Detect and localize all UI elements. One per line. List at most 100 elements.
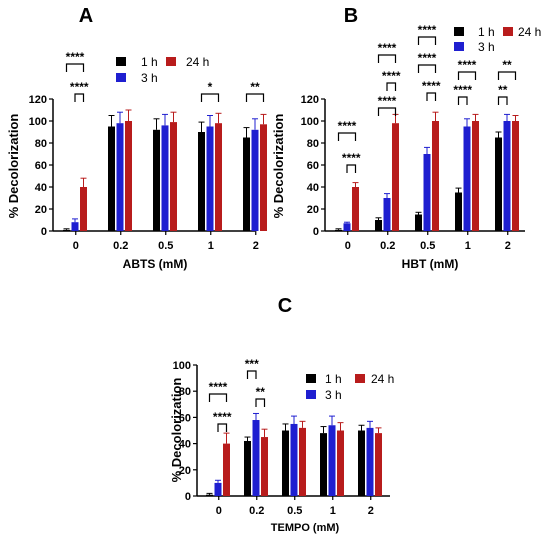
bar-3h <box>161 125 169 231</box>
bar-1h <box>63 229 70 231</box>
significance-bracket <box>65 63 85 72</box>
legend-label-3h: 3 h <box>478 40 495 54</box>
x-tick-label: 0 <box>345 240 351 252</box>
legend-swatch-1h <box>454 27 464 36</box>
bar-24h <box>261 437 268 496</box>
significance-label: ** <box>250 80 260 94</box>
bar-3h <box>383 198 391 231</box>
x-axis-title-c: TEMPO (mM) <box>271 522 340 534</box>
significance-bracket <box>426 92 437 101</box>
legend-swatch-24h <box>166 57 176 66</box>
significance-label: **** <box>338 119 357 133</box>
legend-label-24h: 24 h <box>186 55 209 69</box>
y-tick-label: 60 <box>307 160 319 172</box>
significance-bracket <box>457 96 468 105</box>
bar-24h <box>472 121 479 231</box>
y-tick-label: 80 <box>35 138 47 150</box>
y-tick-label: 100 <box>173 360 191 372</box>
bar-1h <box>375 220 382 231</box>
y-axis-title-c: % Decolorization <box>169 378 184 483</box>
significance-bracket <box>457 71 477 80</box>
bar-3h <box>343 223 351 231</box>
bar-24h <box>352 187 359 231</box>
significance-label: ** <box>256 385 266 399</box>
y-tick-label: 0 <box>313 226 319 238</box>
bar-3h <box>251 129 259 231</box>
y-axis-title-b: % Decolorization <box>271 114 286 219</box>
y-tick-label: 40 <box>307 182 319 194</box>
y-tick-label: 80 <box>307 138 319 150</box>
bar-3h <box>503 121 511 231</box>
panel-label-b: B <box>344 5 358 27</box>
x-tick-label: 2 <box>253 240 259 252</box>
significance-label: ** <box>502 58 512 72</box>
legend-label-1h: 1 h <box>325 372 342 386</box>
bar-1h <box>358 430 365 496</box>
bar-1h <box>455 192 462 231</box>
panel-label-c: C <box>278 295 292 317</box>
x-tick-label: 1 <box>330 505 336 517</box>
significance-bracket <box>497 71 517 80</box>
bar-1h <box>495 137 502 231</box>
legend-swatch-24h <box>355 374 365 383</box>
y-tick-label: 20 <box>35 204 47 216</box>
y-tick-label: 0 <box>185 491 191 503</box>
bar-1h <box>335 229 342 231</box>
bar-24h <box>299 427 306 496</box>
legend-a: 1 h 24 h 3 h <box>116 55 209 85</box>
significance-bracket <box>377 54 397 63</box>
y-tick-label: 120 <box>301 94 319 106</box>
significance-label: **** <box>209 380 228 394</box>
y-axis-title-a: % Decolorization <box>6 114 21 219</box>
legend-swatch-1h <box>306 374 316 383</box>
significance-label: **** <box>458 58 477 72</box>
x-tick-label: 0.5 <box>158 240 173 252</box>
significance-label: **** <box>66 50 85 64</box>
x-tick-label: 0 <box>216 505 222 517</box>
bar-24h <box>375 433 382 496</box>
significance-label: ** <box>498 83 508 97</box>
significance-label: **** <box>378 94 397 108</box>
significance-label: *** <box>245 357 259 371</box>
bar-3h <box>328 425 336 496</box>
bar-3h <box>463 126 471 231</box>
x-tick-label: 0 <box>73 240 79 252</box>
significance-label: **** <box>453 83 472 97</box>
significance-bracket <box>386 82 397 91</box>
significance-label: **** <box>418 23 437 37</box>
legend-swatch-3h <box>116 73 126 82</box>
significance-bracket <box>200 93 220 102</box>
x-tick-label: 0.5 <box>420 240 435 252</box>
x-axis-title-a: ABTS (mM) <box>123 257 188 271</box>
bar-1h <box>282 430 289 496</box>
y-tick-label: 60 <box>35 160 47 172</box>
significance-bracket <box>417 36 437 45</box>
legend-label-3h: 3 h <box>141 71 158 85</box>
bar-24h <box>512 121 519 231</box>
bar-24h <box>125 121 132 231</box>
y-tick-label: 80 <box>179 386 191 398</box>
bar-1h <box>320 433 327 496</box>
bar-24h <box>392 123 399 231</box>
bar-1h <box>244 440 251 496</box>
bar-24h <box>337 430 344 496</box>
bar-24h <box>80 187 87 231</box>
legend-swatch-24h <box>503 27 513 36</box>
bar-3h <box>366 427 374 496</box>
significance-bracket <box>208 393 228 402</box>
x-tick-label: 1 <box>465 240 471 252</box>
significance-label: **** <box>213 410 232 424</box>
significance-bracket <box>245 93 265 102</box>
y-tick-label: 0 <box>41 226 47 238</box>
significance-label: **** <box>70 80 89 94</box>
bar-1h <box>206 494 213 496</box>
significance-label: **** <box>418 51 437 65</box>
x-axis-title-b: HBT (mM) <box>402 257 459 271</box>
legend-label-24h: 24 h <box>518 25 541 39</box>
legend-label-3h: 3 h <box>325 388 342 402</box>
legend-swatch-3h <box>454 42 464 51</box>
bar-24h <box>260 124 267 231</box>
significance-label: * <box>208 80 213 94</box>
bar-3h <box>206 126 214 231</box>
